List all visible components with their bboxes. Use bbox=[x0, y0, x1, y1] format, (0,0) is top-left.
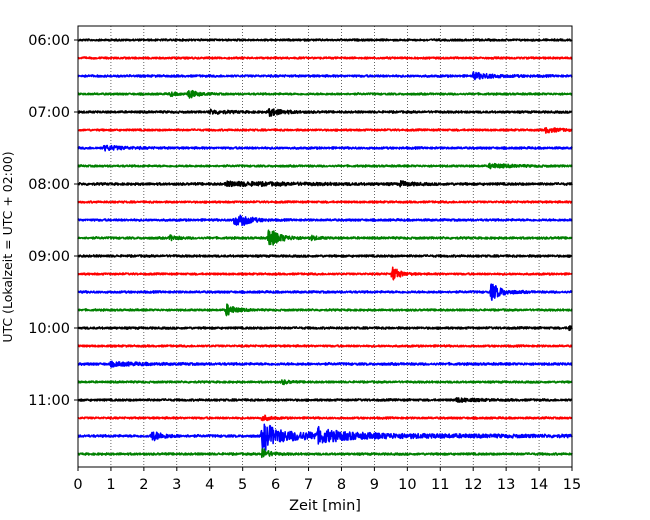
seismic-trace bbox=[77, 229, 573, 246]
seismic-trace bbox=[77, 344, 573, 348]
x-tick-label: 9 bbox=[370, 477, 379, 493]
seismic-trace bbox=[77, 38, 573, 42]
y-tick-label: 07:00 bbox=[28, 105, 70, 121]
x-tick-label: 1 bbox=[106, 477, 115, 493]
x-tick-label: 3 bbox=[172, 477, 181, 493]
seismic-trace bbox=[77, 200, 573, 204]
x-tick-label: 8 bbox=[337, 477, 346, 493]
seismic-trace bbox=[77, 303, 573, 317]
x-tick-label: 15 bbox=[563, 477, 581, 493]
y-tick-label: 06:00 bbox=[28, 33, 70, 49]
x-tick-label: 4 bbox=[205, 477, 214, 493]
seismic-trace bbox=[77, 448, 573, 459]
plot-frame bbox=[77, 25, 573, 468]
x-tick-label: 5 bbox=[238, 477, 247, 493]
seismic-trace bbox=[77, 144, 573, 152]
y-axis-label: UTC (Lokalzeit = UTC + 02:00) bbox=[0, 151, 15, 342]
x-tick-label: 12 bbox=[464, 477, 482, 493]
seismic-trace bbox=[77, 108, 573, 117]
y-tick-label: 11:00 bbox=[28, 393, 70, 409]
seismic-trace bbox=[77, 56, 573, 60]
seismic-trace bbox=[77, 283, 573, 301]
seismic-trace bbox=[77, 360, 573, 368]
seismic-trace bbox=[77, 71, 573, 81]
seismic-trace bbox=[77, 179, 573, 188]
x-tick-label: 0 bbox=[73, 477, 82, 493]
x-tick-label: 13 bbox=[497, 477, 515, 493]
y-axis: 06:00 07:00 08:00 09:00 10:00 11:00 bbox=[28, 33, 78, 409]
seismic-trace bbox=[77, 127, 573, 134]
x-tick-label: 7 bbox=[304, 477, 313, 493]
seismic-trace bbox=[77, 266, 573, 281]
seismic-trace bbox=[77, 214, 573, 227]
traces-layer bbox=[77, 38, 573, 459]
seismic-trace bbox=[77, 325, 573, 332]
seismic-trace bbox=[77, 423, 573, 451]
seismic-trace bbox=[77, 397, 573, 403]
seismic-trace bbox=[77, 162, 573, 170]
x-tick-label: 2 bbox=[139, 477, 148, 493]
x-axis-label: Zeit [min] bbox=[289, 498, 361, 514]
x-axis: 0 1 2 3 4 5 6 7 8 9 10 11 12 13 14 15 bbox=[73, 467, 581, 493]
seismic-trace bbox=[77, 89, 573, 99]
y-tick-label: 10:00 bbox=[28, 321, 70, 337]
seismic-trace bbox=[77, 414, 573, 422]
seismic-trace bbox=[77, 254, 573, 258]
seismic-trace bbox=[77, 379, 573, 386]
y-tick-label: 08:00 bbox=[28, 177, 70, 193]
x-tick-label: 10 bbox=[398, 477, 416, 493]
x-tick-label: 14 bbox=[530, 477, 548, 493]
y-tick-label: 09:00 bbox=[28, 249, 70, 265]
x-tick-label: 6 bbox=[271, 477, 280, 493]
x-tick-label: 11 bbox=[431, 477, 449, 493]
